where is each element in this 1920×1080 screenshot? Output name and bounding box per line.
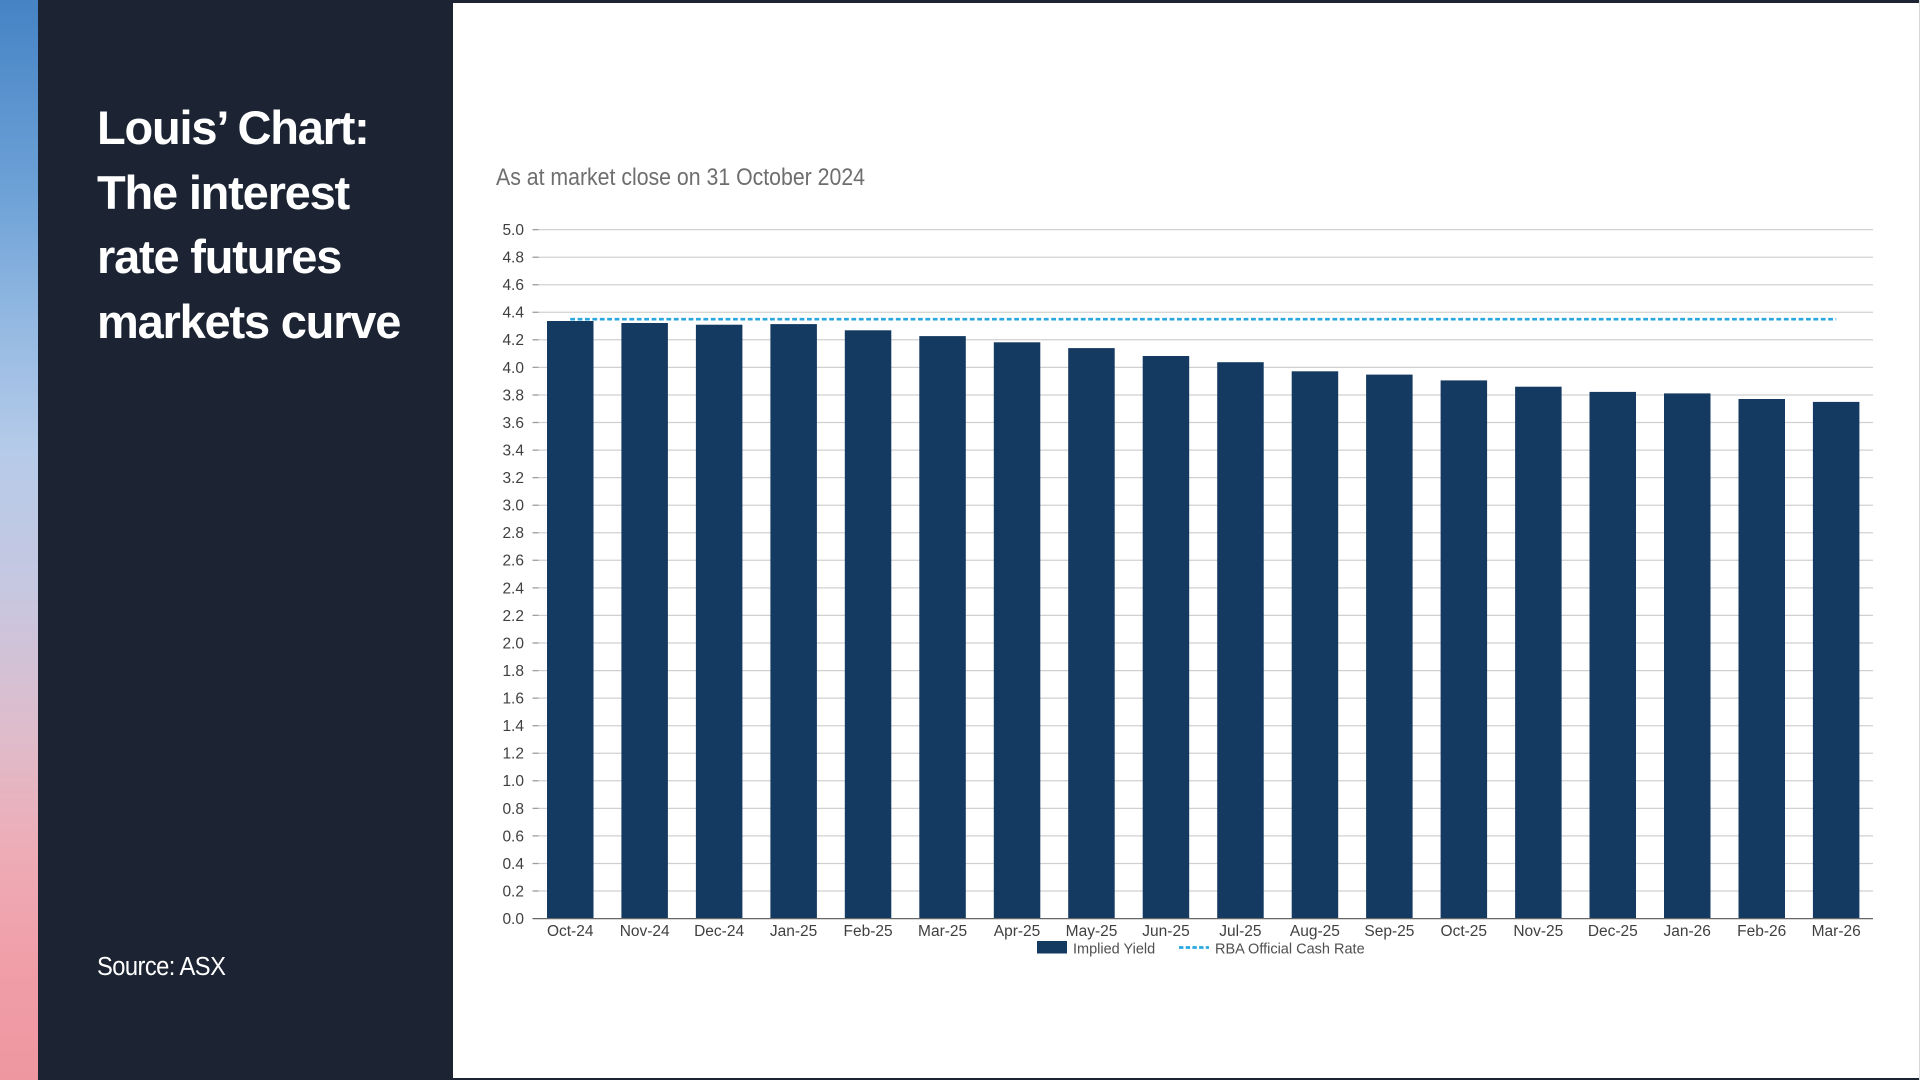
svg-text:Feb-25: Feb-25 [844, 923, 893, 940]
svg-text:Feb-26: Feb-26 [1737, 923, 1786, 940]
svg-text:5.0: 5.0 [502, 222, 524, 239]
svg-text:0.0: 0.0 [502, 911, 524, 928]
svg-text:1.2: 1.2 [502, 746, 524, 763]
svg-text:Jan-25: Jan-25 [770, 923, 817, 940]
svg-text:1.0: 1.0 [502, 773, 524, 790]
svg-text:0.4: 0.4 [502, 856, 524, 873]
svg-text:2.4: 2.4 [502, 580, 524, 597]
svg-text:Oct-24: Oct-24 [547, 923, 594, 940]
svg-text:1.6: 1.6 [502, 691, 524, 708]
svg-text:Mar-25: Mar-25 [918, 923, 967, 940]
svg-text:Nov-25: Nov-25 [1513, 923, 1563, 940]
svg-text:Nov-24: Nov-24 [620, 923, 670, 940]
svg-text:0.8: 0.8 [502, 801, 524, 818]
svg-text:3.6: 3.6 [502, 415, 524, 432]
svg-text:Dec-24: Dec-24 [694, 923, 744, 940]
svg-text:3.8: 3.8 [502, 387, 524, 404]
svg-text:2.8: 2.8 [502, 525, 524, 542]
svg-text:Jan-26: Jan-26 [1663, 923, 1710, 940]
svg-text:1.8: 1.8 [502, 663, 524, 680]
svg-text:3.2: 3.2 [502, 470, 524, 487]
svg-text:2.6: 2.6 [502, 553, 524, 570]
svg-text:4.4: 4.4 [502, 305, 524, 322]
svg-text:1.4: 1.4 [502, 718, 524, 735]
svg-text:Dec-25: Dec-25 [1588, 923, 1638, 940]
svg-text:4.0: 4.0 [502, 360, 524, 377]
svg-text:4.2: 4.2 [502, 332, 524, 349]
svg-text:Implied Yield: Implied Yield [1073, 942, 1155, 958]
svg-text:3.4: 3.4 [502, 443, 524, 460]
svg-text:Mar-26: Mar-26 [1812, 923, 1861, 940]
svg-text:Oct-25: Oct-25 [1441, 923, 1488, 940]
svg-text:Jun-25: Jun-25 [1142, 923, 1189, 940]
svg-text:0.2: 0.2 [502, 883, 524, 900]
svg-text:0.6: 0.6 [502, 828, 524, 845]
svg-text:4.8: 4.8 [502, 250, 524, 267]
svg-text:2.2: 2.2 [502, 608, 524, 625]
svg-text:Apr-25: Apr-25 [994, 923, 1041, 940]
svg-text:3.0: 3.0 [502, 498, 524, 515]
svg-text:As at market close on 31 Octob: As at market close on 31 October 2024 [496, 164, 865, 191]
svg-text:Aug-25: Aug-25 [1290, 923, 1340, 940]
svg-text:May-25: May-25 [1066, 923, 1118, 940]
svg-text:4.6: 4.6 [502, 277, 524, 294]
svg-text:Sep-25: Sep-25 [1364, 923, 1414, 940]
svg-text:Jul-25: Jul-25 [1219, 923, 1261, 940]
svg-text:2.0: 2.0 [502, 635, 524, 652]
svg-text:RBA Official Cash Rate: RBA Official Cash Rate [1215, 942, 1365, 958]
